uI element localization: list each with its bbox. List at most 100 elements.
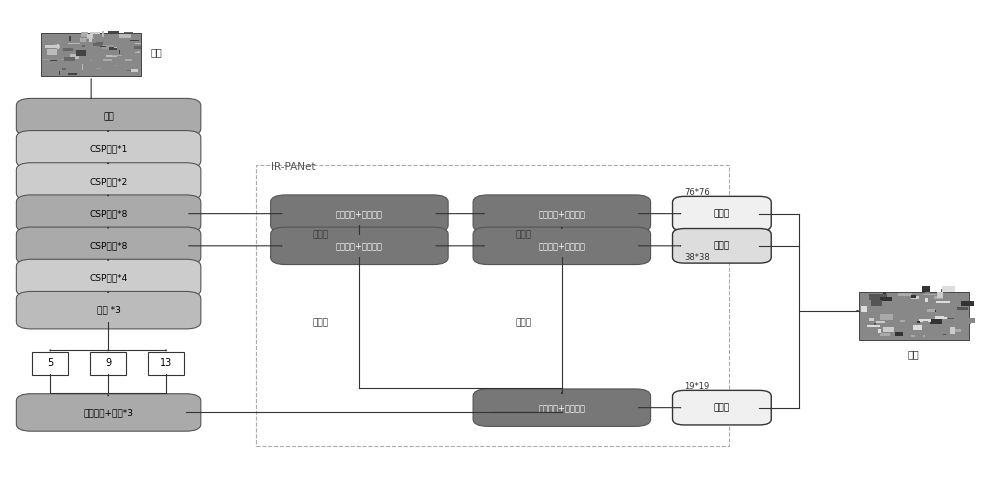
Bar: [57, 45, 60, 48]
Bar: [115, 65, 116, 67]
FancyBboxPatch shape: [473, 389, 651, 426]
Bar: [86, 38, 94, 39]
Bar: [923, 294, 936, 295]
Bar: [922, 286, 930, 292]
Bar: [76, 50, 86, 56]
Bar: [934, 296, 943, 299]
Bar: [941, 289, 949, 293]
Bar: [876, 321, 885, 323]
Bar: [82, 45, 85, 47]
Text: 卷积 *3: 卷积 *3: [97, 306, 121, 314]
Bar: [54, 44, 58, 45]
Bar: [880, 333, 890, 336]
FancyBboxPatch shape: [271, 227, 448, 265]
Text: 特征融合+卷积*3: 特征融合+卷积*3: [84, 408, 134, 417]
Bar: [873, 327, 881, 334]
Text: 倒置残差+特征融合: 倒置残差+特征融合: [538, 403, 585, 412]
Bar: [928, 310, 936, 312]
Text: 下采样: 下采样: [516, 231, 532, 240]
Bar: [869, 294, 881, 300]
Bar: [964, 322, 971, 324]
Bar: [957, 307, 968, 310]
Bar: [917, 321, 920, 323]
FancyBboxPatch shape: [16, 163, 201, 200]
Bar: [911, 335, 915, 337]
Bar: [919, 319, 931, 323]
Bar: [859, 292, 969, 340]
Bar: [62, 68, 66, 70]
Bar: [106, 55, 117, 57]
Bar: [893, 303, 900, 306]
Bar: [70, 54, 79, 59]
Bar: [925, 290, 930, 294]
Bar: [108, 31, 119, 34]
Bar: [87, 34, 93, 38]
Bar: [953, 329, 961, 332]
Bar: [135, 52, 140, 53]
Bar: [911, 295, 916, 298]
Text: 倒置残差+特征融合: 倒置残差+特征融合: [336, 209, 383, 218]
Bar: [42, 59, 51, 60]
Text: 上采样: 上采样: [312, 319, 329, 327]
Bar: [134, 46, 141, 49]
FancyBboxPatch shape: [473, 195, 651, 232]
Bar: [943, 334, 946, 335]
Bar: [866, 316, 877, 318]
Bar: [919, 305, 931, 306]
Text: CSP模块*1: CSP模块*1: [89, 145, 128, 154]
Text: 检测层: 检测层: [714, 403, 730, 412]
Bar: [89, 37, 92, 42]
Bar: [96, 42, 103, 45]
Bar: [57, 44, 59, 49]
Bar: [77, 50, 85, 55]
Bar: [895, 331, 903, 336]
Bar: [883, 292, 886, 298]
Bar: [68, 73, 77, 75]
FancyBboxPatch shape: [473, 227, 651, 265]
Bar: [135, 43, 141, 44]
Bar: [942, 286, 955, 292]
FancyBboxPatch shape: [673, 228, 771, 263]
Bar: [119, 34, 131, 38]
Bar: [69, 36, 71, 42]
Text: 76*76: 76*76: [684, 188, 710, 198]
Text: 13: 13: [160, 358, 172, 369]
Bar: [47, 49, 57, 55]
FancyBboxPatch shape: [673, 390, 771, 425]
Text: 检测层: 检测层: [714, 209, 730, 218]
Bar: [127, 70, 134, 71]
Bar: [90, 31, 100, 34]
Bar: [944, 325, 945, 331]
Bar: [874, 323, 876, 326]
Bar: [109, 47, 117, 50]
Bar: [930, 319, 942, 324]
Text: 上采样: 上采样: [312, 231, 329, 240]
FancyBboxPatch shape: [271, 195, 448, 232]
Bar: [81, 32, 88, 37]
Bar: [100, 46, 106, 47]
Bar: [45, 44, 57, 48]
Text: 输入: 输入: [150, 47, 162, 57]
Bar: [913, 325, 922, 330]
Text: CSP模块*2: CSP模块*2: [89, 177, 128, 186]
Bar: [131, 69, 138, 72]
Bar: [256, 165, 729, 446]
Bar: [871, 300, 882, 306]
Bar: [63, 48, 73, 51]
Bar: [935, 316, 947, 319]
Bar: [102, 31, 104, 37]
Text: CSP模块*8: CSP模块*8: [89, 242, 128, 250]
Bar: [880, 297, 892, 301]
Text: 倒置残差+特征融合: 倒置残差+特征融合: [538, 209, 585, 218]
FancyBboxPatch shape: [16, 195, 201, 232]
Bar: [102, 45, 114, 49]
Bar: [911, 296, 919, 299]
FancyBboxPatch shape: [32, 353, 68, 374]
Bar: [925, 298, 928, 302]
Bar: [68, 43, 80, 44]
Bar: [898, 293, 912, 296]
Bar: [883, 327, 894, 332]
Text: 倒置残差+特征融合: 倒置残差+特征融合: [336, 242, 383, 250]
Bar: [923, 321, 928, 323]
FancyBboxPatch shape: [673, 197, 771, 231]
